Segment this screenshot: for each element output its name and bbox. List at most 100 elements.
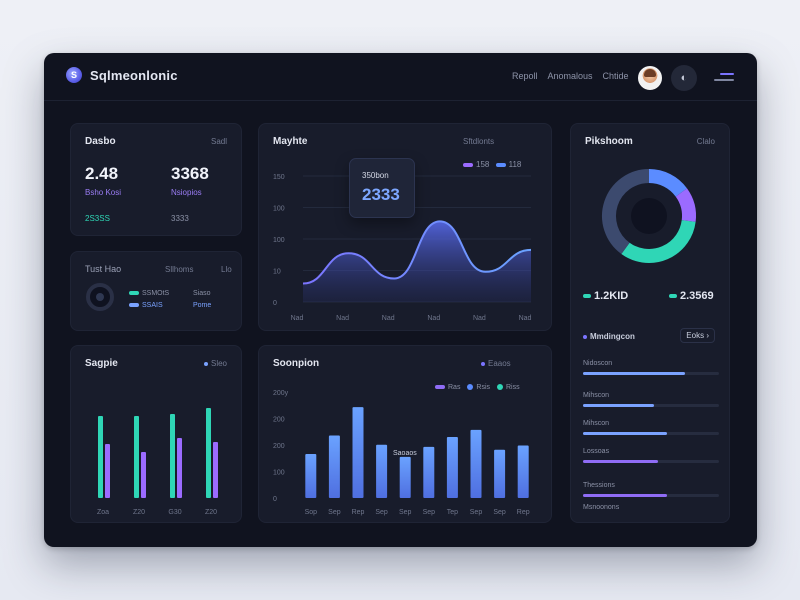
- stat-item: 1.2KID: [583, 290, 628, 302]
- area-fill: [303, 221, 531, 302]
- progress-bar: [583, 494, 719, 497]
- legend-value: Pome: [193, 302, 212, 309]
- legend-value: Siaso: [193, 290, 211, 297]
- bar[interactable]: [134, 416, 139, 498]
- y-tick-label: 100: [273, 237, 285, 244]
- column-bar[interactable]: [494, 449, 506, 498]
- donut-chart: [602, 169, 696, 263]
- column-bar[interactable]: [328, 435, 340, 498]
- theme-icon: ◐: [680, 72, 688, 84]
- donut-slice[interactable]: [675, 188, 696, 222]
- kpi-sub: 3333: [171, 214, 189, 223]
- card-filter[interactable]: Eaaos: [481, 359, 511, 368]
- grouped-bar-chart: Zoa Z20 G30 Z20: [97, 408, 218, 516]
- donut-slice[interactable]: [602, 169, 650, 255]
- progress-fill: [583, 460, 658, 463]
- card-filter[interactable]: Sftdlonts: [463, 137, 495, 146]
- progress-title: Mmdingcon: [583, 332, 635, 341]
- progress-label: Mihscon: [583, 392, 610, 399]
- x-tick-label: Z20: [205, 509, 217, 516]
- card-title: Mayhte: [273, 136, 308, 147]
- teal-swatch: [583, 294, 591, 299]
- nav-link[interactable]: Anomalous: [547, 71, 593, 81]
- progress-bar: [583, 372, 719, 375]
- progress-label: Mihscon: [583, 420, 610, 427]
- teal-swatch: [669, 294, 677, 299]
- x-tick-label: Rep: [517, 509, 530, 516]
- kpi-value: 2.48: [85, 164, 119, 183]
- progress-label: Thessions: [583, 482, 615, 489]
- progress-bar: [583, 404, 719, 407]
- kpi-sub: 2S3SS: [85, 214, 110, 223]
- chart-legend: Ras Rsis Riss: [435, 384, 520, 391]
- x-tick-label: Z20: [133, 509, 145, 516]
- column-chart-card: Soonpion Eaaos Ras Rsis Riss 200y 200 200 1…: [258, 345, 552, 523]
- kpi-label: Nsiopios: [171, 188, 202, 197]
- x-tick-label: Nad: [473, 315, 486, 322]
- bar[interactable]: [213, 442, 218, 498]
- progress-bar: [583, 432, 719, 435]
- bar[interactable]: [206, 408, 211, 498]
- column-chart: 200y 200 200 100 0 Sop Sep Rep Sep Sep Sep Tep Sep Se…: [273, 390, 530, 516]
- donut-slice[interactable]: [648, 169, 688, 197]
- chart-tooltip: 350bon 2333: [349, 158, 415, 218]
- column-bar[interactable]: [423, 446, 435, 498]
- theme-toggle-button[interactable]: ◐: [671, 65, 697, 91]
- progress-label: Lossoas: [583, 448, 610, 455]
- x-tick-label: Nad: [336, 315, 349, 322]
- bar[interactable]: [170, 414, 175, 498]
- x-tick-label: Tep: [447, 509, 458, 516]
- x-tick-label: G30: [168, 509, 181, 516]
- donut-card: Pikshoom Clalo 1.2KID 2.3569 Mmdingcon E…: [570, 123, 730, 523]
- x-tick-label: Sep: [399, 509, 412, 516]
- area-chart-card: Mayhte Sftdlonts 158 118 150 100 100 10 0 Na…: [258, 123, 552, 331]
- bar[interactable]: [141, 452, 146, 498]
- brand[interactable]: S Sqlmeonlonic: [66, 67, 178, 83]
- column-bar[interactable]: [446, 436, 458, 498]
- bar[interactable]: [177, 438, 182, 498]
- dashboard-window: S Sqlmeonlonic Repoll Anomalous Chtide ◐…: [44, 53, 757, 547]
- app-name: Sqlmeonlonic: [90, 67, 178, 83]
- tooltip-value: 2333: [362, 185, 400, 204]
- x-tick-label: Nad: [291, 315, 304, 322]
- donut-hole: [631, 198, 667, 234]
- y-tick-label: 10: [273, 269, 281, 276]
- stat-item: 2.3569: [669, 290, 714, 302]
- progress-dropdown[interactable]: Eoks ›: [680, 328, 715, 343]
- column-bar[interactable]: [399, 456, 411, 498]
- blue-swatch: [129, 303, 139, 308]
- x-tick-label: Zoa: [97, 509, 109, 516]
- column-bar[interactable]: [305, 453, 317, 498]
- x-tick-label: Sep: [375, 509, 388, 516]
- card-filter[interactable]: Sleo: [203, 359, 227, 368]
- column-bar[interactable]: [376, 444, 388, 498]
- y-tick-label: 200: [273, 443, 285, 450]
- legend-item: SSMOtS: [129, 290, 169, 297]
- user-avatar[interactable]: [638, 66, 662, 90]
- legend-item: SSAIS: [129, 302, 163, 309]
- donut-slice[interactable]: [621, 219, 696, 263]
- y-tick-label: 100: [273, 470, 285, 477]
- card-filter[interactable]: Clalo: [696, 137, 715, 146]
- column-bar[interactable]: [352, 407, 364, 498]
- column-bar[interactable]: [517, 445, 529, 498]
- area-line: [302, 220, 532, 285]
- progress-label: Nidoscon: [583, 360, 613, 367]
- card-filter[interactable]: Sadl: [210, 137, 227, 146]
- bar[interactable]: [105, 444, 110, 498]
- top-bar: S Sqlmeonlonic Repoll Anomalous Chtide ◐: [44, 53, 757, 101]
- card-title: Dasbo: [85, 136, 116, 147]
- nav-link[interactable]: Chtide: [602, 71, 629, 81]
- x-tick-label: Sep: [470, 509, 483, 516]
- purple-swatch: [463, 162, 473, 167]
- chart-annotation: Saoaos: [393, 450, 417, 457]
- x-tick-label: Nad: [427, 315, 440, 322]
- x-tick-label: Sep: [493, 509, 506, 516]
- card-title: Sagpie: [85, 358, 118, 369]
- column-bar[interactable]: [470, 429, 482, 498]
- menu-icon[interactable]: [714, 73, 734, 83]
- card-title: Soonpion: [273, 358, 320, 369]
- nav-link[interactable]: Repoll: [512, 71, 538, 81]
- bar[interactable]: [98, 416, 103, 498]
- x-tick-label: Sep: [423, 509, 436, 516]
